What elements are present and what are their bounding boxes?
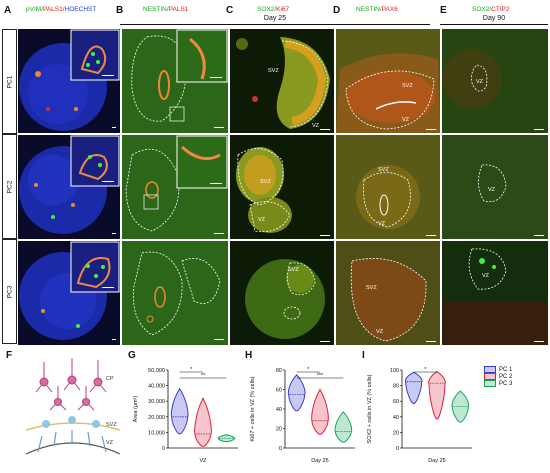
- header-e: SOX2/CTIP2: [472, 6, 510, 13]
- y-tick-label: 50,000: [148, 368, 165, 374]
- micrograph-e-pc3: VZ: [442, 241, 548, 345]
- diagram-label-vz: VZ: [106, 440, 114, 446]
- micrograph-e-pc2: VZ: [442, 135, 548, 239]
- row-label-pc3: PC3: [2, 239, 17, 344]
- y-tick-label: 40: [276, 407, 282, 413]
- violin-3: [217, 434, 236, 443]
- micrograph-a-pc2: [18, 135, 120, 239]
- header-d: NESTIN/PAX6: [356, 6, 398, 13]
- y-tick-label: 10,000: [148, 430, 165, 436]
- panel-letter-b: B: [116, 5, 124, 16]
- violin-1: [170, 387, 189, 435]
- violin-3: [334, 411, 353, 443]
- micrograph-c-pc2: SVZ VZ: [230, 135, 334, 239]
- violin-2: [311, 388, 329, 435]
- zone-vz-d1: VZ: [402, 117, 410, 123]
- zone-vz-d3: VZ: [376, 329, 384, 335]
- legend-item-pc2: PC 2: [484, 373, 512, 380]
- chart-g: 0 10,000 20,000 30,000 40,000 50,000 Area (μm²…: [128, 360, 243, 470]
- diagram-label-svz: SVZ: [106, 422, 117, 428]
- significance-label: *: [424, 367, 427, 373]
- y-axis-label: Ki67 + cells in VZ (% cells): [250, 376, 256, 441]
- x-axis-label: Day 25: [428, 458, 445, 464]
- x-axis-label: Day 25: [311, 458, 328, 464]
- row-label-pc2: PC2: [2, 134, 17, 239]
- significance-label: ***: [317, 373, 324, 379]
- violin-3: [451, 390, 470, 423]
- y-axis-label: Area (μm²): [133, 396, 139, 423]
- day25-label: Day 25: [263, 15, 287, 22]
- significance-label: *: [190, 367, 193, 373]
- panel-letter-g: G: [128, 350, 136, 361]
- y-tick-label: 60: [393, 399, 399, 405]
- zone-svz-d1: SVZ: [402, 83, 413, 89]
- chart-i: 0 20 40 60 80 100 SOX2 + cells in VZ (% cells)…: [362, 360, 477, 470]
- y-tick-label: 60: [276, 388, 282, 394]
- y-tick-label: 30,000: [148, 399, 165, 405]
- zone-vz-e3: VZ: [482, 273, 490, 279]
- day25-line: [120, 24, 430, 25]
- zone-vz-c1: VZ: [312, 123, 320, 129]
- panel-letter-e: E: [440, 5, 447, 16]
- micrograph-d-pc2: SVZ VZ: [336, 135, 440, 239]
- y-tick-label: 0: [162, 446, 165, 452]
- micrograph-d-pc3: SVZ VZ: [336, 241, 440, 345]
- y-tick-label: 40: [393, 415, 399, 421]
- micrograph-d-pc1: SVZ VZ: [336, 29, 440, 133]
- y-axis-label: SOX2 + cells in VZ (% cells): [367, 374, 373, 443]
- panel-letter-d: D: [333, 5, 341, 16]
- micrograph-b-pc2: [122, 135, 228, 239]
- y-tick-label: 0: [396, 446, 399, 452]
- zone-vz-e2: VZ: [488, 187, 496, 193]
- micrograph-a-pc1: [18, 29, 120, 133]
- zone-vz-e1: VZ: [476, 79, 484, 85]
- y-tick-label: 80: [276, 368, 282, 374]
- micrograph-c-pc3: SVZ: [230, 241, 334, 345]
- significance-label: *: [307, 367, 310, 373]
- micrograph-b-pc3: [122, 241, 228, 345]
- y-tick-label: 0: [279, 446, 282, 452]
- chart-h: 0 20 40 60 80 Ki67 + cells in VZ (% cells) Day…: [245, 360, 360, 470]
- y-tick-label: 80: [393, 384, 399, 390]
- panel-letter-f: F: [6, 350, 13, 361]
- violin-2: [194, 396, 212, 447]
- y-tick-label: 20: [393, 430, 399, 436]
- diagram-label-cp: CP: [106, 376, 114, 382]
- micrograph-c-pc1: SVZ VZ: [230, 29, 334, 133]
- zone-vz-c2: VZ: [258, 217, 266, 223]
- micrograph-a-pc3: [18, 241, 120, 345]
- panel-letter-i: I: [362, 350, 365, 361]
- panel-letter-c: C: [226, 5, 234, 16]
- chart-legend: PC 1 PC 2 PC 3: [484, 366, 512, 387]
- y-tick-label: 20,000: [148, 415, 165, 421]
- header-a: pVIM/PALS1/HOECHST: [26, 6, 97, 13]
- zone-svz-c1: SVZ: [268, 68, 279, 74]
- legend-item-pc3: PC 3: [484, 380, 512, 387]
- row-label-pc1: PC1: [2, 29, 17, 134]
- violin-1: [404, 371, 423, 405]
- y-tick-label: 40,000: [148, 384, 165, 390]
- zone-svz-d2: SVZ: [378, 167, 389, 173]
- significance-label: **: [201, 373, 206, 379]
- violin-1: [287, 374, 306, 412]
- day90-label: Day 90: [482, 15, 506, 22]
- micrograph-e-pc1: VZ: [442, 29, 548, 133]
- zone-svz-d3: SVZ: [366, 285, 377, 291]
- y-tick-label: 100: [390, 368, 399, 374]
- zone-vz-d2: VZ: [378, 221, 386, 227]
- header-c: SOX2/Ki67: [257, 6, 290, 13]
- header-b: NESTIN/PALS1: [143, 6, 189, 13]
- day90-line: [440, 24, 548, 25]
- panel-letter-h: H: [245, 350, 253, 361]
- x-axis-label: VZ: [199, 458, 207, 464]
- y-tick-label: 20: [276, 427, 282, 433]
- cortex-diagram: CP SVZ VZ: [24, 352, 122, 464]
- zone-svz-c2: SVZ: [260, 179, 271, 185]
- micrograph-b-pc1: [122, 29, 228, 133]
- zone-svz-c3: SVZ: [288, 267, 299, 273]
- violin-2: [428, 370, 446, 420]
- panel-letter-a: A: [4, 5, 12, 16]
- legend-item-pc1: PC 1: [484, 366, 512, 373]
